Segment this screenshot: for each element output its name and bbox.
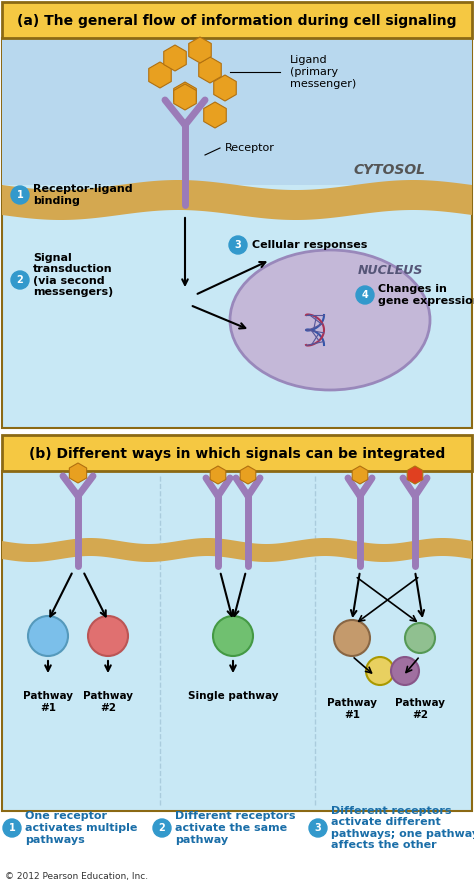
Text: (b) Different ways in which signals can be integrated: (b) Different ways in which signals can … [29, 447, 445, 461]
Polygon shape [189, 37, 211, 63]
Text: Changes in
gene expression: Changes in gene expression [378, 284, 474, 306]
Polygon shape [204, 102, 226, 128]
Text: 1: 1 [9, 823, 15, 833]
Circle shape [309, 819, 327, 837]
Polygon shape [174, 82, 196, 108]
Circle shape [366, 657, 394, 685]
Polygon shape [69, 463, 87, 483]
Bar [2, 471, 472, 811]
Polygon shape [407, 466, 423, 484]
Text: 1: 1 [17, 190, 23, 200]
Text: Pathway
#2: Pathway #2 [395, 698, 445, 720]
Circle shape [11, 186, 29, 204]
Text: CYTOSOL: CYTOSOL [354, 163, 426, 177]
Bar [2, 435, 472, 471]
Polygon shape [214, 75, 236, 101]
Polygon shape [164, 45, 186, 71]
Text: Ligand
(primary
messenger): Ligand (primary messenger) [290, 56, 356, 88]
Text: Receptor-ligand
binding: Receptor-ligand binding [33, 184, 133, 206]
Polygon shape [174, 84, 196, 110]
Text: Cellular responses: Cellular responses [252, 240, 367, 250]
Text: 3: 3 [315, 823, 321, 833]
Text: One receptor
activates multiple
pathways: One receptor activates multiple pathways [25, 812, 137, 844]
Ellipse shape [230, 250, 430, 390]
Circle shape [334, 620, 370, 656]
Polygon shape [210, 466, 226, 484]
Text: NUCLEUS: NUCLEUS [357, 264, 423, 276]
Text: Receptor: Receptor [225, 143, 275, 153]
Polygon shape [240, 466, 256, 484]
Text: Single pathway: Single pathway [188, 691, 278, 701]
Polygon shape [199, 57, 221, 83]
Bar [2, 38, 472, 428]
Circle shape [28, 616, 68, 656]
Circle shape [153, 819, 171, 837]
Bar [2, 2, 472, 38]
Polygon shape [352, 466, 368, 484]
Text: © 2012 Pearson Education, Inc.: © 2012 Pearson Education, Inc. [5, 872, 148, 881]
Text: (a) The general flow of information during cell signaling: (a) The general flow of information duri… [17, 14, 457, 28]
Circle shape [405, 623, 435, 653]
Circle shape [356, 286, 374, 304]
Circle shape [3, 819, 21, 837]
Text: Different receptors
activate the same
pathway: Different receptors activate the same pa… [175, 812, 295, 844]
Circle shape [229, 236, 247, 254]
Text: Pathway
#2: Pathway #2 [83, 691, 133, 712]
Bar [2, 38, 472, 185]
Text: 2: 2 [159, 823, 165, 833]
Polygon shape [2, 180, 472, 220]
Circle shape [213, 616, 253, 656]
Polygon shape [2, 538, 472, 562]
Text: Pathway
#1: Pathway #1 [23, 691, 73, 712]
Text: 2: 2 [17, 275, 23, 285]
Circle shape [88, 616, 128, 656]
Text: 3: 3 [235, 240, 241, 250]
Text: 4: 4 [362, 290, 368, 300]
Text: Different receptors
activate different
pathways; one pathway
affects the other: Different receptors activate different p… [331, 805, 474, 850]
Text: Signal
transduction
(via second
messengers): Signal transduction (via second messenge… [33, 252, 113, 297]
Circle shape [391, 657, 419, 685]
Polygon shape [149, 62, 171, 88]
Text: Pathway
#1: Pathway #1 [327, 698, 377, 720]
Circle shape [11, 271, 29, 289]
